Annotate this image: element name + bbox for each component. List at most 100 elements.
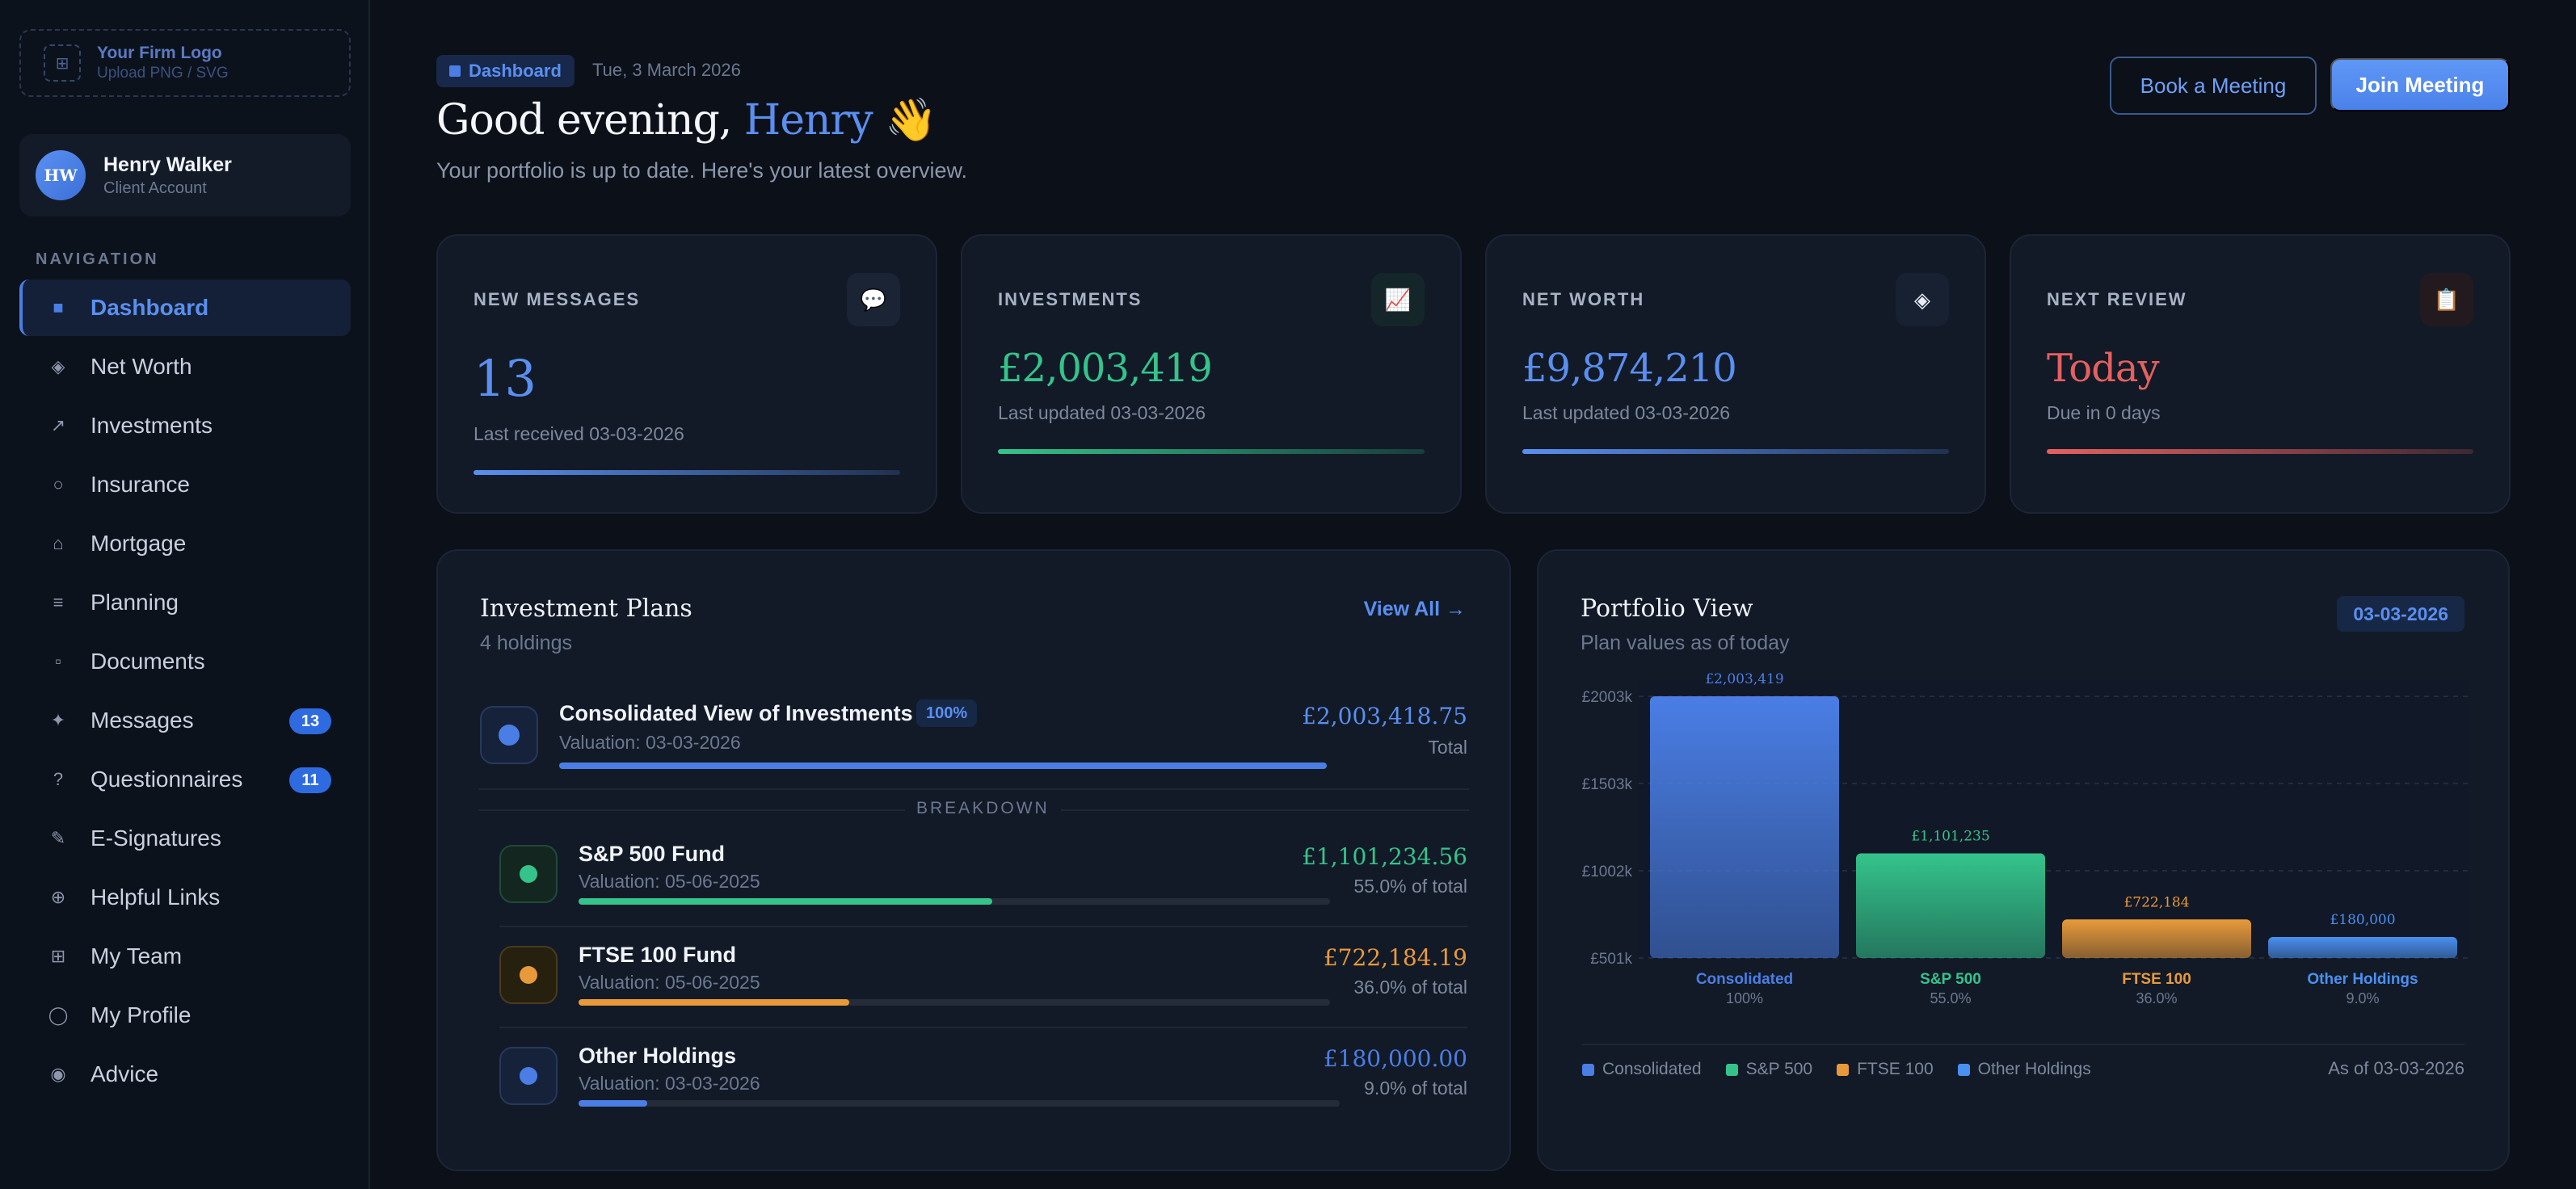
team-grid-icon: ⊞ — [50, 946, 66, 966]
question-icon: ? — [53, 769, 64, 789]
stat-note: Due in 0 days — [2047, 402, 2161, 423]
stat-label: INVESTMENTS — [998, 289, 1143, 309]
target-icon: ◉ — [50, 1064, 66, 1084]
legend-item: FTSE 100 — [1837, 1060, 1934, 1079]
sidebar-item-label: Insurance — [90, 472, 190, 497]
sidebar-item-label: Documents — [90, 649, 205, 674]
stat-card-next-review[interactable]: NEXT REVIEW 📋 Today Due in 0 days — [2010, 234, 2511, 514]
diamond-icon: ◈ — [51, 356, 65, 376]
stat-card-investments[interactable]: INVESTMENTS 📈 £2,003,419 Last updated 03-03… — [961, 234, 1462, 514]
legend-swatch — [1582, 1063, 1594, 1076]
breadcrumb-label: Dashboard — [469, 61, 562, 81]
join-meeting-button[interactable]: Join Meeting — [2330, 58, 2510, 111]
sidebar-item-questionnaires[interactable]: ? Questionnaires 11 — [19, 751, 351, 808]
holding-percent: 36.0% of total — [1353, 977, 1467, 998]
sidebar-item-label: E-Signatures — [90, 826, 221, 851]
stat-value: 13 — [474, 349, 537, 408]
view-all-link[interactable]: View All → — [1363, 598, 1466, 620]
bar-ftse-100 — [2062, 919, 2251, 958]
stat-value: Today — [2047, 346, 2160, 391]
plus-circle-icon: ⊕ — [50, 887, 66, 907]
sidebar-item-documents[interactable]: ▫ Documents — [19, 633, 351, 690]
page-title: Good evening, Henry 👋 — [436, 95, 937, 145]
list-icon: ≡ — [53, 592, 64, 612]
y-tick-label: £501k — [1590, 951, 1632, 968]
sidebar-item-messages[interactable]: ✦ Messages 13 — [19, 692, 351, 749]
circle-user-icon: ◯ — [48, 1005, 69, 1025]
stat-label: NEXT REVIEW — [2047, 289, 2187, 309]
sidebar-item-label: Investments — [90, 413, 213, 438]
y-tick-label: £2003k — [1582, 689, 1633, 706]
clipboard-icon: 📋 — [2420, 273, 2473, 326]
logo-title: Your Firm Logo — [97, 44, 222, 62]
sparkle-icon: ✦ — [50, 710, 66, 730]
logo-placeholder-icon: ⊞ — [44, 44, 81, 82]
holding-percent: 55.0% of total — [1353, 876, 1467, 897]
stat-note: Last updated 03-03-2026 — [998, 402, 1206, 423]
chart-divider — [1582, 1044, 2464, 1045]
stat-card-net-worth[interactable]: NET WORTH ◈ £9,874,210 Last updated 03-03-2… — [1485, 234, 1986, 514]
dashboard-icon — [449, 65, 461, 77]
stat-card-new-messages[interactable]: NEW MESSAGES 💬 13 Last received 03-03-2026 — [436, 234, 937, 514]
legend-item: Consolidated — [1582, 1060, 1702, 1079]
holding-valuation: Valuation: 03-03-2026 — [579, 1073, 760, 1094]
holding-name: S&P 500 Fund — [579, 842, 726, 866]
x-category-label: Other Holdings — [2307, 971, 2418, 988]
profile-card[interactable]: HW Henry Walker Client Account — [19, 134, 351, 216]
legend-item: Other Holdings — [1957, 1060, 2091, 1079]
holding-icon — [499, 1047, 558, 1105]
portfolio-bar-chart: £2003k £1503k £1002k £501k £2,003,419 Consoli… — [1582, 672, 2468, 1006]
stat-label: NET WORTH — [1522, 289, 1645, 309]
sidebar-item-e-signatures[interactable]: ✎ E-Signatures — [19, 810, 351, 867]
plans-title: Investment Plans — [480, 594, 692, 623]
sidebar-item-label: My Team — [90, 943, 183, 968]
investment-plans-panel: Investment Plans 4 holdings View All → C… — [436, 549, 1511, 1171]
sidebar-item-advice[interactable]: ◉ Advice — [19, 1046, 351, 1103]
x-category-label: FTSE 100 — [2122, 971, 2191, 988]
stat-accent-bar — [474, 470, 900, 475]
sidebar-item-label: Messages — [90, 708, 194, 733]
x-category-label: S&P 500 — [1920, 971, 1981, 988]
stat-value: £9,874,210 — [1522, 346, 1737, 391]
breakdown-label: BREAKDOWN — [905, 799, 1061, 818]
book-meeting-button[interactable]: Book a Meeting — [2110, 57, 2317, 115]
sidebar-item-planning[interactable]: ≡ Planning — [19, 574, 351, 631]
portfolio-date-pill[interactable]: 03-03-2026 — [2337, 596, 2464, 632]
holding-icon — [499, 845, 558, 903]
bar-value-label: £1,101,235 — [1911, 829, 1989, 845]
consolidated-total-label: Total — [1428, 737, 1467, 758]
home-icon: ⌂ — [53, 533, 64, 553]
bar-consolidated — [1650, 696, 1839, 958]
holding-progress — [579, 898, 1330, 905]
bar-other-holdings — [2268, 937, 2457, 958]
count-badge: 11 — [289, 767, 331, 793]
sidebar-item-mortgage[interactable]: ⌂ Mortgage — [19, 515, 351, 572]
profile-role: Client Account — [103, 179, 207, 197]
sidebar-item-my-profile[interactable]: ◯ My Profile — [19, 987, 351, 1044]
breadcrumb[interactable]: Dashboard — [436, 55, 575, 87]
sidebar-item-my-team[interactable]: ⊞ My Team — [19, 928, 351, 985]
sidebar-item-helpful-links[interactable]: ⊕ Helpful Links — [19, 869, 351, 926]
diamond-icon: ◈ — [1896, 273, 1949, 326]
page-subtitle: Your portfolio is up to date. Here's you… — [436, 158, 968, 183]
sidebar-item-net-worth[interactable]: ◈ Net Worth — [19, 338, 351, 395]
arrow-up-right-icon: ↗ — [50, 415, 66, 435]
sidebar-item-dashboard[interactable]: ■ Dashboard — [19, 279, 351, 336]
bar-s-p-500 — [1856, 853, 2045, 958]
holding-amount: £180,000.00 — [1323, 1045, 1467, 1072]
legend-label: Consolidated — [1602, 1060, 1702, 1078]
grid-square-icon: ■ — [53, 297, 64, 317]
firm-logo-upload[interactable]: ⊞ Your Firm Logo Upload PNG / SVG — [19, 29, 351, 97]
row-divider — [499, 1027, 1467, 1028]
sidebar-item-insurance[interactable]: ○ Insurance — [19, 456, 351, 513]
x-sublabel: 55.0% — [1930, 990, 1971, 1006]
logo-subtitle: Upload PNG / SVG — [97, 65, 229, 82]
portfolio-view-panel: Portfolio View Plan values as of today 0… — [1537, 549, 2510, 1171]
sidebar-item-label: Helpful Links — [90, 884, 221, 910]
sidebar-item-investments[interactable]: ↗ Investments — [19, 397, 351, 454]
portfolio-subtitle: Plan values as of today — [1581, 632, 1790, 654]
legend-swatch — [1837, 1063, 1850, 1076]
bar-value-label: £2,003,419 — [1705, 672, 1783, 687]
sidebar-item-label: My Profile — [90, 1002, 192, 1027]
stat-note: Last updated 03-03-2026 — [1522, 402, 1731, 423]
